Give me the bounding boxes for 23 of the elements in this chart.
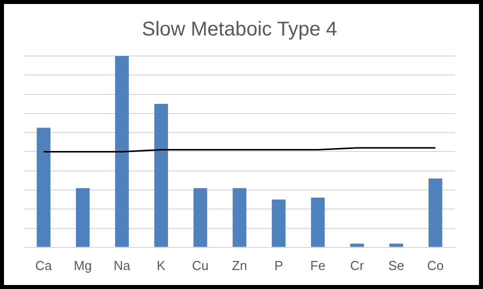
x-tick-label: Fe: [310, 258, 326, 273]
x-tick-label: Co: [427, 258, 444, 273]
x-tick-label: P: [274, 258, 284, 273]
x-tick-label: Cr: [350, 258, 365, 273]
x-tick-label: Mg: [74, 258, 92, 273]
bar: [232, 188, 246, 247]
bar: [115, 56, 129, 247]
bar: [272, 200, 286, 247]
bar: [154, 104, 168, 247]
x-tick-label: K: [156, 258, 166, 273]
bar: [76, 188, 90, 247]
x-tick-label: Zn: [232, 258, 248, 273]
x-tick-label: Ca: [35, 258, 53, 273]
bar: [311, 198, 325, 247]
bar: [193, 188, 208, 247]
bar: [350, 244, 364, 247]
x-tick-label: Na: [114, 258, 132, 273]
x-tick-label: Se: [388, 258, 404, 273]
chart-title: Slow Metaboic Type 4: [142, 18, 338, 41]
x-tick-label: Cu: [192, 258, 209, 273]
bar: [428, 178, 442, 247]
bar: [36, 128, 50, 247]
bar: [389, 244, 404, 247]
